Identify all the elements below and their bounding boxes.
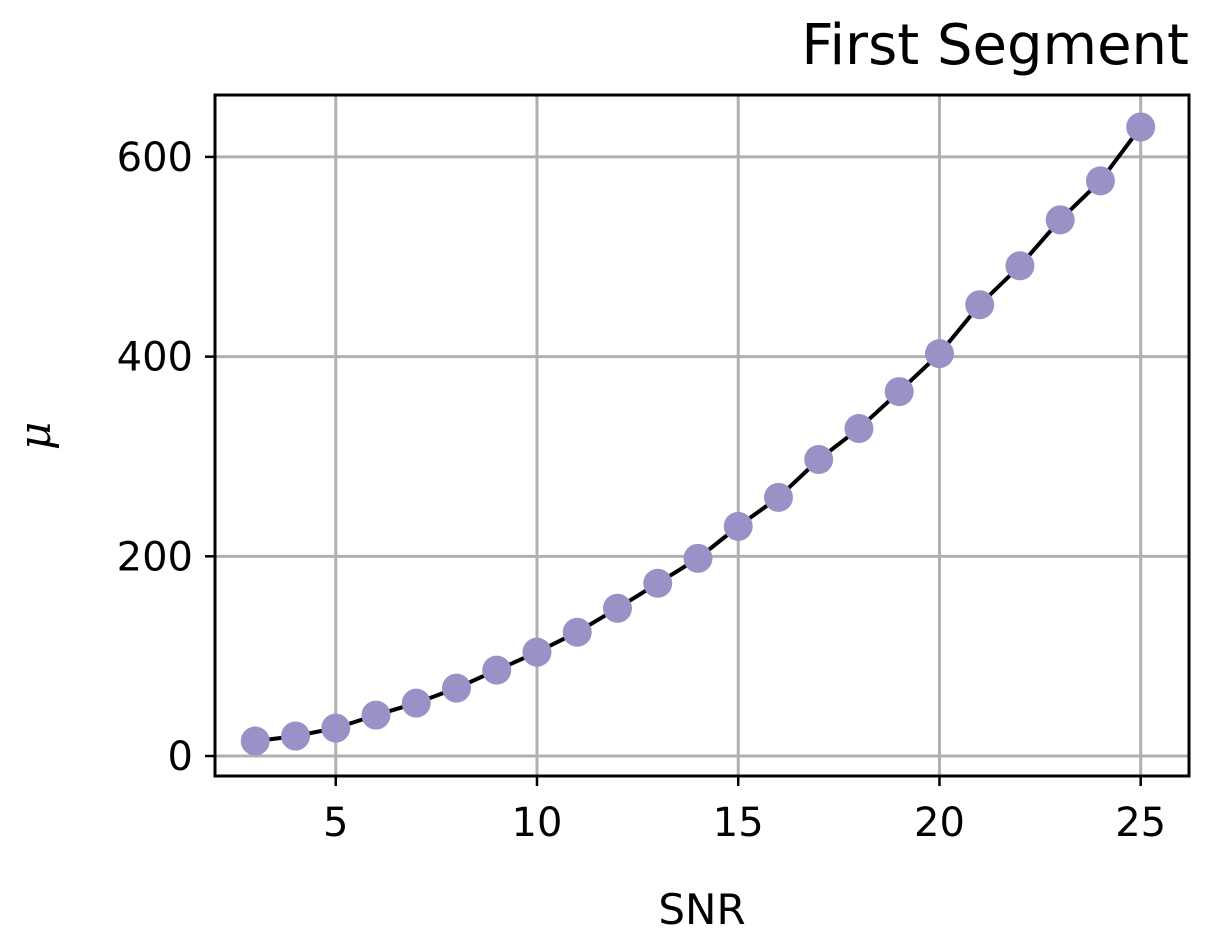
y-tick-label: 400 <box>117 335 193 381</box>
data-point <box>441 673 471 703</box>
x-tick-label: 5 <box>323 800 348 846</box>
data-point <box>522 637 552 667</box>
series-layer <box>240 112 1156 756</box>
plot-frame <box>213 93 1191 778</box>
x-tick-label: 20 <box>914 800 965 846</box>
data-point <box>924 339 954 369</box>
data-point <box>1005 251 1035 281</box>
data-point <box>602 593 632 623</box>
chart-title: First Segment <box>801 13 1189 78</box>
data-point <box>723 511 753 541</box>
data-point <box>965 290 995 320</box>
data-point <box>643 568 673 598</box>
data-point <box>1045 205 1075 235</box>
data-point <box>763 482 793 512</box>
y-axis-label: μ <box>10 422 61 451</box>
x-tick-label: 15 <box>713 800 764 846</box>
data-point <box>683 543 713 573</box>
data-point <box>804 444 834 474</box>
x-tick-label: 25 <box>1115 800 1166 846</box>
data-point <box>562 617 592 647</box>
data-point <box>240 726 270 756</box>
data-point <box>884 377 914 407</box>
axis-ticks: 5 10 15 20 25 0 200 400 600 <box>117 135 1167 846</box>
data-point <box>482 655 512 685</box>
data-point <box>321 713 351 743</box>
data-point <box>1085 166 1115 196</box>
data-point <box>280 721 310 751</box>
y-tick-label: 0 <box>168 734 193 780</box>
y-tick-label: 200 <box>117 534 193 580</box>
data-point <box>361 700 391 730</box>
data-point <box>401 688 431 718</box>
data-point <box>1126 112 1156 142</box>
x-axis-label: SNR <box>658 885 745 934</box>
y-tick-label: 600 <box>117 135 193 181</box>
x-tick-label: 10 <box>512 800 563 846</box>
grid <box>215 95 1189 776</box>
data-point <box>844 414 874 444</box>
series-line <box>254 125 1143 744</box>
